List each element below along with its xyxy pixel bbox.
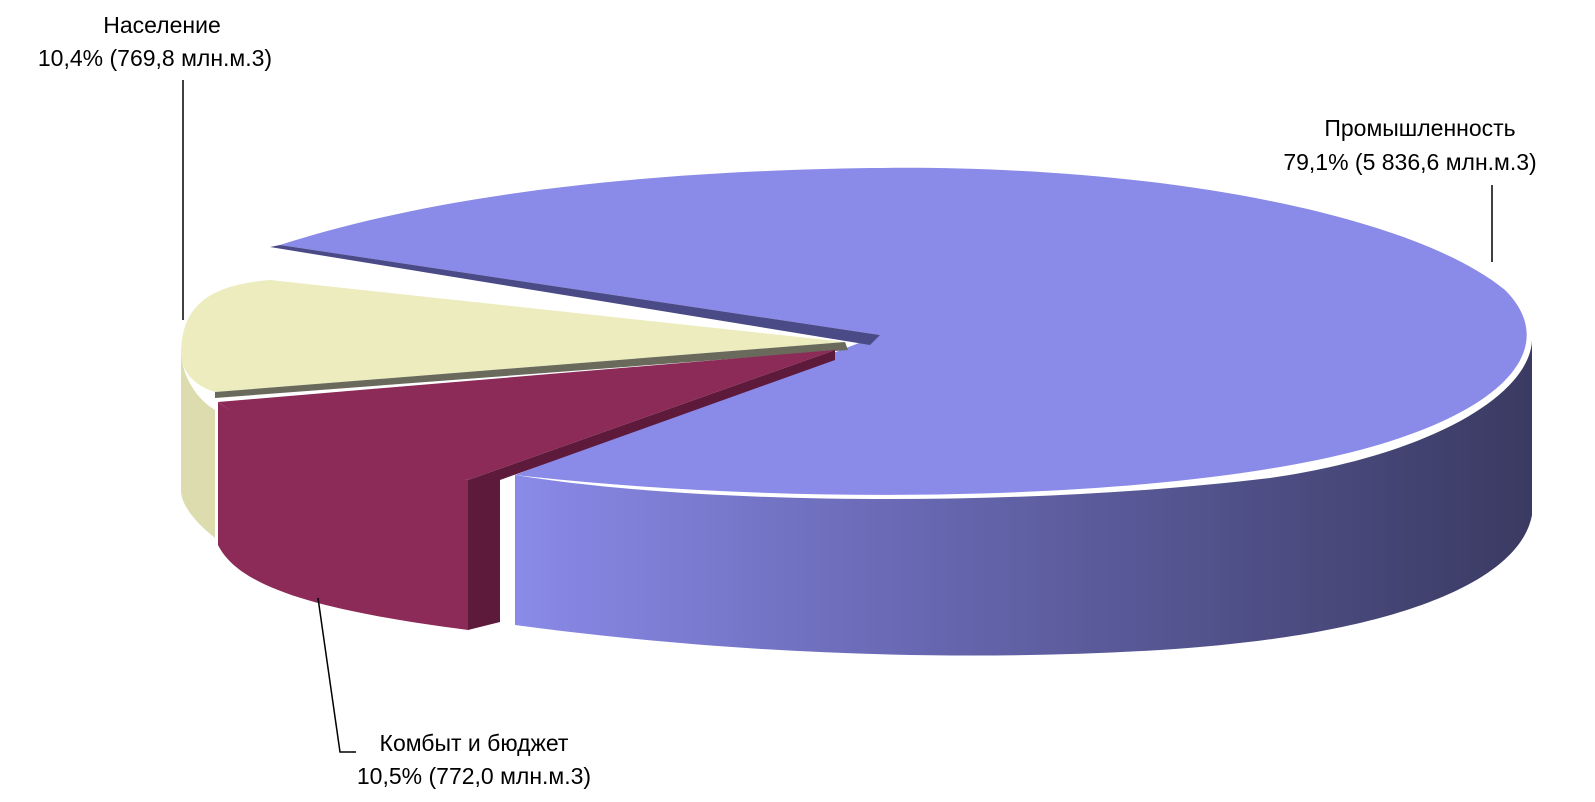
label-population-name: Население: [103, 12, 220, 38]
slice-communal: [218, 350, 835, 630]
label-communal-value: 10,5% (772,0 млн.м.3): [357, 763, 591, 789]
slice-industry-inner-side: [270, 245, 880, 345]
slice-industry-top: [280, 167, 1527, 495]
leader-line-communal: [317, 597, 356, 753]
slice-industry-side: [515, 340, 1532, 656]
label-population-value: 10,4% (769,8 млн.м.3): [38, 45, 272, 71]
slice-communal-top: [218, 350, 835, 480]
slice-communal-side: [218, 402, 468, 630]
slice-population: [181, 280, 848, 538]
slice-industry: [270, 167, 1532, 656]
slice-population-inner-side: [215, 342, 848, 398]
label-industry-name: Промышленность: [1324, 115, 1515, 141]
label-industry-value: 79,1% (5 836,6 млн.м.3): [1283, 149, 1536, 175]
slice-population-side: [181, 352, 215, 538]
label-communal-name: Комбыт и бюджет: [380, 730, 569, 756]
slice-population-top: [181, 280, 845, 392]
